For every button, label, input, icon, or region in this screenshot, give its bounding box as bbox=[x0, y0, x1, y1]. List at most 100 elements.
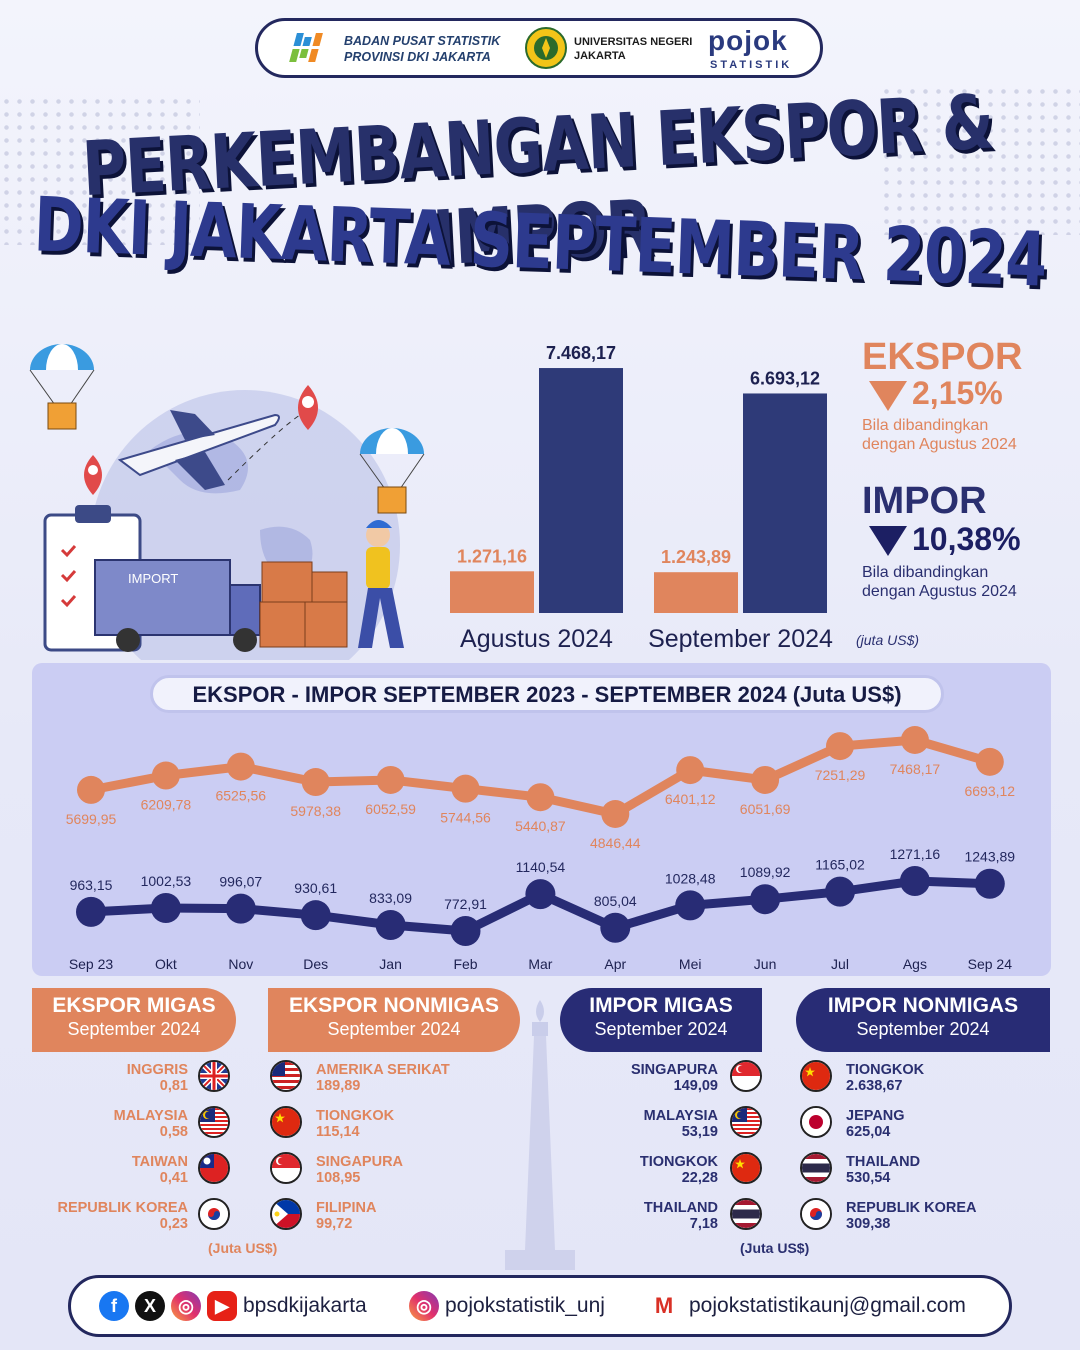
ekspor-nonmigas-period: September 2024 bbox=[327, 1019, 461, 1039]
impor-data-label: 963,15 bbox=[70, 877, 113, 893]
dot-pattern bbox=[880, 85, 1080, 235]
bar-category-label: Agustus 2024 bbox=[460, 625, 613, 653]
thailand-flag-icon bbox=[730, 1198, 762, 1230]
impor-data-label: 1089,92 bbox=[740, 864, 791, 880]
trade-illustration: IMPORT bbox=[29, 344, 425, 660]
airplane-icon bbox=[117, 410, 280, 490]
ekspor-label: EKSPOR bbox=[862, 336, 1023, 378]
malaysia-flag-icon bbox=[730, 1106, 762, 1138]
ekspor-migas-title: EKSPOR MIGAS bbox=[52, 994, 216, 1017]
triangle-down-icon bbox=[869, 526, 907, 556]
ekspor-point bbox=[601, 800, 630, 828]
line-chart: 5699,95 6209,78 6525,56 5978,38 6052,59 5744,… bbox=[66, 726, 1015, 972]
impor-point bbox=[300, 900, 331, 931]
boxes-icon bbox=[259, 561, 348, 648]
ekspor-point bbox=[975, 747, 1004, 776]
impor-migas-period: September 2024 bbox=[594, 1019, 728, 1039]
uk-flag-icon bbox=[198, 1060, 230, 1092]
parachute-icon bbox=[29, 344, 95, 430]
unj-city: JAKARTA bbox=[574, 50, 626, 62]
list-item: INGGRIS 0,81 bbox=[126, 1062, 188, 1094]
impor-point bbox=[899, 866, 930, 896]
bar-value-label: 1.271,16 bbox=[457, 546, 527, 566]
impor-data-label: 996,07 bbox=[219, 874, 262, 890]
ekspor-data-label: 6693,12 bbox=[964, 783, 1015, 799]
ekspor-data-label: 5744,56 bbox=[440, 810, 491, 826]
bar bbox=[654, 572, 738, 613]
impor-change: 10,38% bbox=[912, 521, 1021, 557]
impor-point bbox=[375, 909, 406, 940]
instagram-handle[interactable]: pojokstatistik_unj bbox=[445, 1294, 605, 1317]
china-flag-icon bbox=[800, 1060, 832, 1092]
ekspor-point bbox=[226, 752, 255, 781]
youtube-icon[interactable]: ▶ bbox=[207, 1291, 237, 1321]
ekspor-nonmigas-header: EKSPOR NONMIGAS September 2024 bbox=[268, 988, 520, 1052]
impor-label: IMPOR bbox=[862, 480, 987, 522]
x-tick-label: Des bbox=[303, 956, 328, 972]
truck-label: IMPORT bbox=[128, 571, 178, 586]
philippines-flag-icon bbox=[270, 1198, 302, 1230]
impor-point bbox=[525, 879, 556, 910]
china-flag-icon bbox=[270, 1106, 302, 1138]
ekspor-data-label: 6401,12 bbox=[665, 791, 716, 807]
x-tick-label: Apr bbox=[604, 956, 626, 972]
korea-flag-icon bbox=[800, 1198, 832, 1230]
impor-point bbox=[76, 896, 106, 927]
x-icon[interactable]: X bbox=[135, 1291, 165, 1321]
ekspor-data-label: 6209,78 bbox=[141, 797, 192, 813]
impor-data-label: 1002,53 bbox=[141, 873, 192, 889]
ekspor-nonmigas-title: EKSPOR NONMIGAS bbox=[288, 994, 500, 1017]
ekspor-point bbox=[751, 765, 780, 794]
ekspor-point bbox=[526, 783, 555, 812]
ekspor-point bbox=[151, 761, 180, 790]
x-tick-label: Mei bbox=[679, 956, 702, 972]
triangle-down-icon bbox=[869, 381, 907, 411]
x-tick-label: Okt bbox=[155, 956, 177, 972]
impor-point bbox=[600, 912, 631, 943]
unit-label: (juta US$) bbox=[856, 632, 920, 648]
impor-point bbox=[225, 893, 256, 924]
ekspor-data-label: 6525,56 bbox=[215, 788, 266, 804]
email-address[interactable]: pojokstatistikaunj@gmail.com bbox=[689, 1294, 966, 1317]
facebook-icon[interactable]: f bbox=[99, 1291, 129, 1321]
impor-data-label: 805,04 bbox=[594, 893, 637, 909]
ekspor-change: 2,15% bbox=[912, 375, 1003, 411]
usa-flag-icon bbox=[270, 1060, 302, 1092]
impor-note-2: dengan Agustus 2024 bbox=[862, 583, 1017, 600]
ekspor-point bbox=[301, 768, 330, 797]
ekspor-point bbox=[77, 775, 105, 804]
impor-nonmigas-header: IMPOR NONMIGAS September 2024 bbox=[796, 988, 1050, 1052]
pojok-sub: STATISTIK bbox=[710, 59, 793, 71]
impor-point bbox=[150, 892, 181, 923]
bar-category-label: September 2024 bbox=[648, 625, 833, 653]
impor-migas-header: IMPOR MIGAS September 2024 bbox=[560, 988, 762, 1052]
ekspor-data-label: 6052,59 bbox=[365, 801, 416, 817]
list-item: TIONGKOK 22,28 bbox=[639, 1154, 718, 1186]
impor-data-label: 1028,48 bbox=[665, 870, 716, 886]
ekspor-note-2: dengan Agustus 2024 bbox=[862, 436, 1017, 453]
gmail-icon[interactable]: M bbox=[649, 1291, 679, 1321]
parachute-icon bbox=[359, 428, 425, 514]
bar-value-label: 7.468,17 bbox=[546, 343, 616, 363]
instagram-icon[interactable]: ◎ bbox=[409, 1291, 439, 1321]
footer-contact: f X ◎ ▶ bpsdkijakarta ◎ pojokstatistik_u… bbox=[68, 1275, 1012, 1337]
ekspor-data-label: 5699,95 bbox=[66, 811, 117, 827]
ekspor-data-label: 6051,69 bbox=[740, 801, 791, 817]
ekspor-unit: (Juta US$) bbox=[208, 1240, 278, 1256]
instagram-icon[interactable]: ◎ bbox=[171, 1291, 201, 1321]
bps-logo-icon bbox=[289, 33, 323, 62]
ekspor-data-label: 4846,44 bbox=[590, 835, 641, 851]
bar bbox=[539, 368, 623, 613]
taiwan-flag-icon bbox=[198, 1152, 230, 1184]
list-item: TIONGKOK 2.638,67 bbox=[846, 1062, 925, 1094]
impor-point bbox=[450, 916, 481, 946]
thailand-flag-icon bbox=[800, 1152, 832, 1184]
impor-data-label: 1140,54 bbox=[516, 859, 566, 875]
list-item: TAIWAN 0,41 bbox=[131, 1154, 188, 1186]
x-tick-label: Mar bbox=[528, 956, 552, 972]
ekspor-data-label: 7468,17 bbox=[890, 761, 941, 777]
ekspor-data-label: 5978,38 bbox=[290, 803, 341, 819]
social-handle[interactable]: bpsdkijakarta bbox=[243, 1294, 367, 1317]
dot-pattern bbox=[0, 95, 200, 245]
header-logos: BADAN PUSAT STATISTIK PROVINSI DKI JAKAR… bbox=[255, 18, 823, 78]
